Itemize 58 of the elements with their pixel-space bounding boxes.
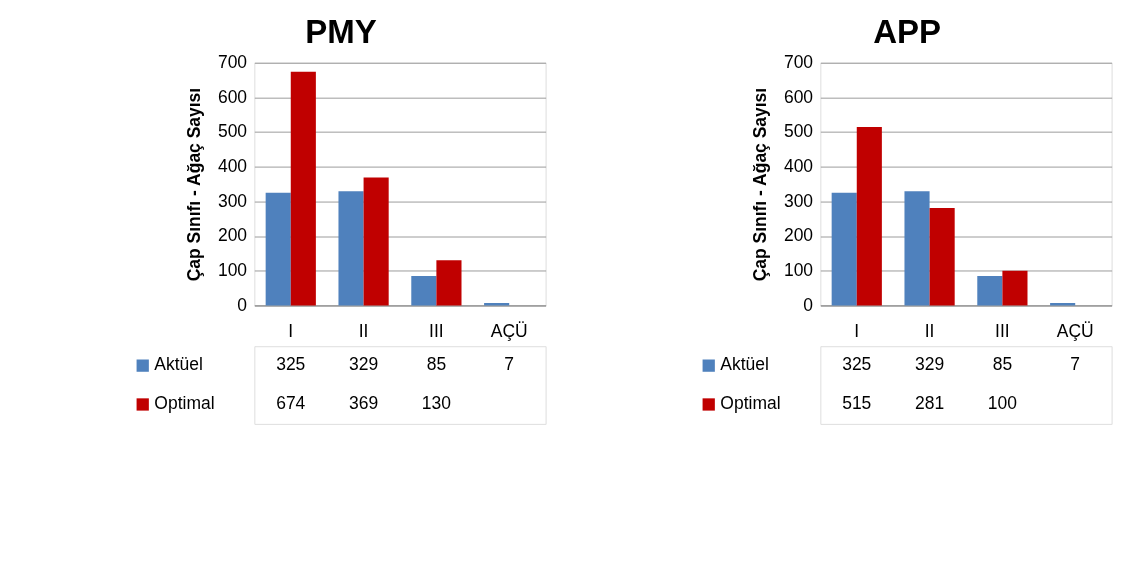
y-tick-label: 400 xyxy=(217,156,248,177)
bar xyxy=(363,177,389,306)
bar xyxy=(929,208,955,306)
x-tick-label: III xyxy=(429,321,444,341)
x-tick-label: III xyxy=(995,321,1010,341)
bar xyxy=(856,126,882,306)
bar xyxy=(977,275,1003,306)
y-tick-label: 600 xyxy=(217,86,248,107)
data-label: 515 xyxy=(842,393,872,414)
y-tick-label: 700 xyxy=(217,52,248,73)
legend-label: Optimal xyxy=(154,393,215,414)
data-label: 369 xyxy=(349,393,379,414)
x-tick-label: AÇÜ xyxy=(490,321,528,341)
bar xyxy=(265,192,291,306)
bar xyxy=(831,192,857,306)
chart-title: PMY xyxy=(305,12,377,50)
chart-title: APP xyxy=(873,12,942,50)
x-tick-label: II xyxy=(924,321,935,341)
y-tick-label: 400 xyxy=(783,156,814,177)
y-tick-label: 500 xyxy=(783,121,814,142)
bar xyxy=(290,71,316,306)
data-label: 325 xyxy=(842,354,872,375)
x-tick-label: I xyxy=(854,321,860,341)
y-tick-label: 500 xyxy=(217,121,248,142)
legend-label: Aktüel xyxy=(720,354,769,375)
data-label: 85 xyxy=(992,354,1013,375)
data-label: 85 xyxy=(426,354,447,375)
data-label: 329 xyxy=(915,354,945,375)
data-label: 100 xyxy=(987,393,1018,414)
y-tick-label: 100 xyxy=(217,260,248,281)
bar xyxy=(411,275,437,306)
data-label: 674 xyxy=(276,393,306,414)
data-label: 7 xyxy=(504,354,515,375)
bar xyxy=(436,260,462,306)
y-tick-label: 600 xyxy=(783,86,814,107)
bar xyxy=(338,191,364,306)
data-label: 329 xyxy=(349,354,379,375)
bar xyxy=(904,191,930,306)
y-tick-label: 300 xyxy=(217,190,248,211)
legend-label: Optimal xyxy=(720,393,781,414)
y-tick-label: 200 xyxy=(783,225,814,246)
y-tick-label: 0 xyxy=(803,294,814,315)
data-label: 325 xyxy=(276,354,306,375)
data-label: 130 xyxy=(421,393,452,414)
y-tick-label: 300 xyxy=(783,190,814,211)
x-tick-label: I xyxy=(288,321,294,341)
legend-label: Aktüel xyxy=(154,354,203,375)
y-tick-label: 700 xyxy=(783,52,814,73)
x-tick-label: AÇÜ xyxy=(1056,321,1094,341)
data-label: 281 xyxy=(915,393,945,414)
y-axis-title: Çap Sınıfı - Ağaç Sayısı xyxy=(750,87,771,282)
y-axis-title: Çap Sınıfı - Ağaç Sayısı xyxy=(184,87,205,282)
x-tick-label: II xyxy=(358,321,369,341)
data-label: 7 xyxy=(1070,354,1081,375)
y-tick-label: 200 xyxy=(217,225,248,246)
bar xyxy=(1002,270,1028,306)
y-tick-label: 100 xyxy=(783,260,814,281)
y-tick-label: 0 xyxy=(237,294,248,315)
